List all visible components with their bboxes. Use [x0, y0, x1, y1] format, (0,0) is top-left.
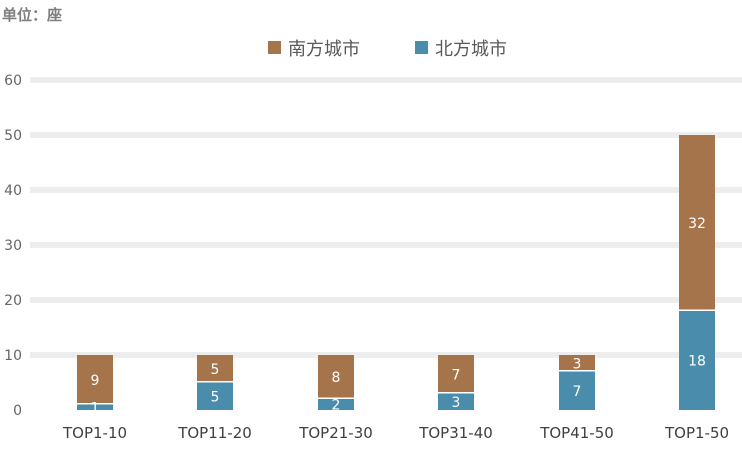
gridline [30, 352, 742, 358]
data-label-north: 3 [452, 395, 461, 411]
bars [77, 135, 715, 410]
data-label-north: 1 [91, 400, 100, 416]
unit-label: 单位：座 [2, 6, 63, 24]
data-label-north: 7 [573, 384, 582, 400]
gridline [30, 187, 742, 193]
data-label-north: 5 [211, 389, 220, 405]
bar-south [77, 355, 113, 403]
bar-south [559, 355, 595, 370]
legend-label-north: 北方城市 [435, 39, 507, 60]
gridlines [30, 77, 742, 358]
data-label-south: 7 [452, 367, 461, 383]
data-label-south: 3 [573, 356, 582, 372]
data-label-south: 32 [688, 216, 706, 232]
data-label-south: 9 [91, 373, 100, 389]
bar-south [679, 135, 715, 310]
legend: 南方城市 北方城市 [268, 39, 507, 60]
legend-swatch-north [415, 41, 428, 54]
category-label: TOP1-50 [664, 424, 729, 442]
y-tick-label: 30 [4, 238, 22, 254]
bar-north [438, 393, 474, 410]
gridline [30, 297, 742, 303]
y-tick-label: 60 [4, 73, 22, 89]
y-tick-label: 40 [4, 183, 22, 199]
category-label: TOP41-50 [539, 424, 614, 442]
category-label: TOP21-30 [298, 424, 373, 442]
y-tick-label: 10 [4, 348, 22, 364]
legend-label-south: 南方城市 [288, 39, 360, 60]
data-labels: 1 9 5 5 2 8 3 7 7 3 18 32 [91, 216, 706, 416]
bar-south [318, 355, 354, 398]
bar-north [559, 371, 595, 410]
data-label-north: 18 [688, 354, 706, 370]
data-label-south: 5 [211, 362, 220, 378]
data-label-north: 2 [332, 398, 341, 414]
bar-south [438, 355, 474, 392]
x-axis-categories: TOP1-10 TOP11-20 TOP21-30 TOP31-40 TOP41-50 T… [62, 424, 729, 442]
y-tick-label: 20 [4, 293, 22, 309]
data-label-south: 8 [332, 370, 341, 386]
legend-swatch-south [268, 41, 281, 54]
y-tick-label: 0 [13, 403, 22, 419]
bar-south [197, 355, 233, 381]
y-axis-ticks: 0 10 20 30 40 50 60 [4, 73, 22, 419]
category-label: TOP11-20 [177, 424, 252, 442]
category-label: TOP1-10 [62, 424, 127, 442]
y-tick-label: 50 [4, 128, 22, 144]
bar-north [197, 382, 233, 410]
bar-north [318, 399, 354, 410]
gridline [30, 132, 742, 138]
category-label: TOP31-40 [418, 424, 493, 442]
bar-north [679, 311, 715, 410]
gridline [30, 77, 742, 83]
bar-north [77, 404, 113, 410]
gridline [30, 242, 742, 248]
